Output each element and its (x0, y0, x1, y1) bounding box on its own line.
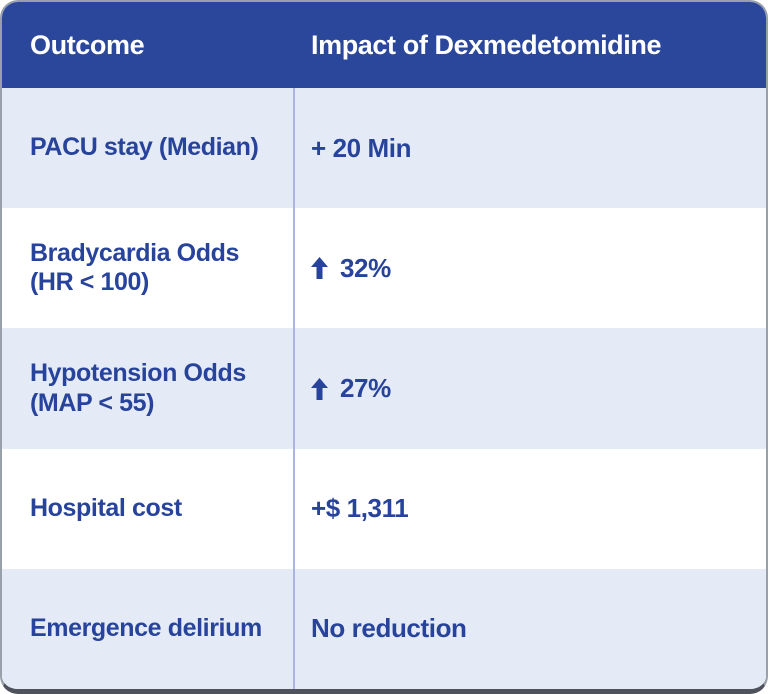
column-header-outcome: Outcome (30, 29, 145, 60)
impact-value: 27% (340, 373, 391, 403)
outcome-label-line1: Hypotension Odds (30, 359, 246, 387)
impact-value: No reduction (311, 613, 467, 644)
table-body: PACU stay (Median) + 20 Min Bradycardia … (2, 88, 766, 689)
impact-value: 32% (340, 252, 391, 283)
table-row-bradycardia: Bradycardia Odds (HR < 100) 32% (2, 208, 766, 329)
impact-value-cell: +$ 1,311 (293, 448, 766, 569)
table-row-hypotension: Hypotension Odds (MAP < 55) 27% (2, 328, 766, 449)
column-header-impact: Impact of Dexmedetomidine (311, 29, 662, 60)
impact-value: + 20 Min (311, 132, 412, 163)
impact-value-cell: 27% (293, 328, 766, 449)
outcome-label: Hypotension Odds (MAP < 55) (2, 328, 293, 448)
up-arrow-icon (311, 257, 328, 280)
impact-value-cell: No reduction (293, 568, 766, 689)
impact-value-cell: + 20 Min (293, 88, 766, 209)
table-row-pacu-stay: PACU stay (Median) + 20 Min (2, 88, 766, 209)
outcome-label-line1: PACU stay (Median) (30, 133, 259, 162)
outcome-label: Hospital cost (2, 449, 293, 569)
table-row-emergence-delirium: Emergence delirium No reduction (2, 568, 766, 689)
outcome-label-line2: (HR < 100) (30, 268, 149, 297)
outcome-label-line1: Emergence delirium (30, 614, 262, 643)
outcome-label-line1: Hospital cost (30, 493, 182, 522)
outcome-label: Emergence delirium (2, 569, 293, 689)
up-arrow-icon (311, 377, 328, 400)
impact-value: +$ 1,311 (311, 493, 409, 524)
table-header-row: Outcome Impact of Dexmedetomidine (2, 2, 766, 88)
outcome-label-line2: (MAP < 55) (30, 388, 155, 417)
outcome-label: PACU stay (Median) (2, 88, 293, 208)
table-row-hospital-cost: Hospital cost +$ 1,311 (2, 448, 766, 569)
outcome-label-line1: Bradycardia Odds (30, 238, 239, 267)
outcome-label: Bradycardia Odds (HR < 100) (2, 208, 293, 328)
impact-value-cell: 32% (293, 208, 766, 329)
